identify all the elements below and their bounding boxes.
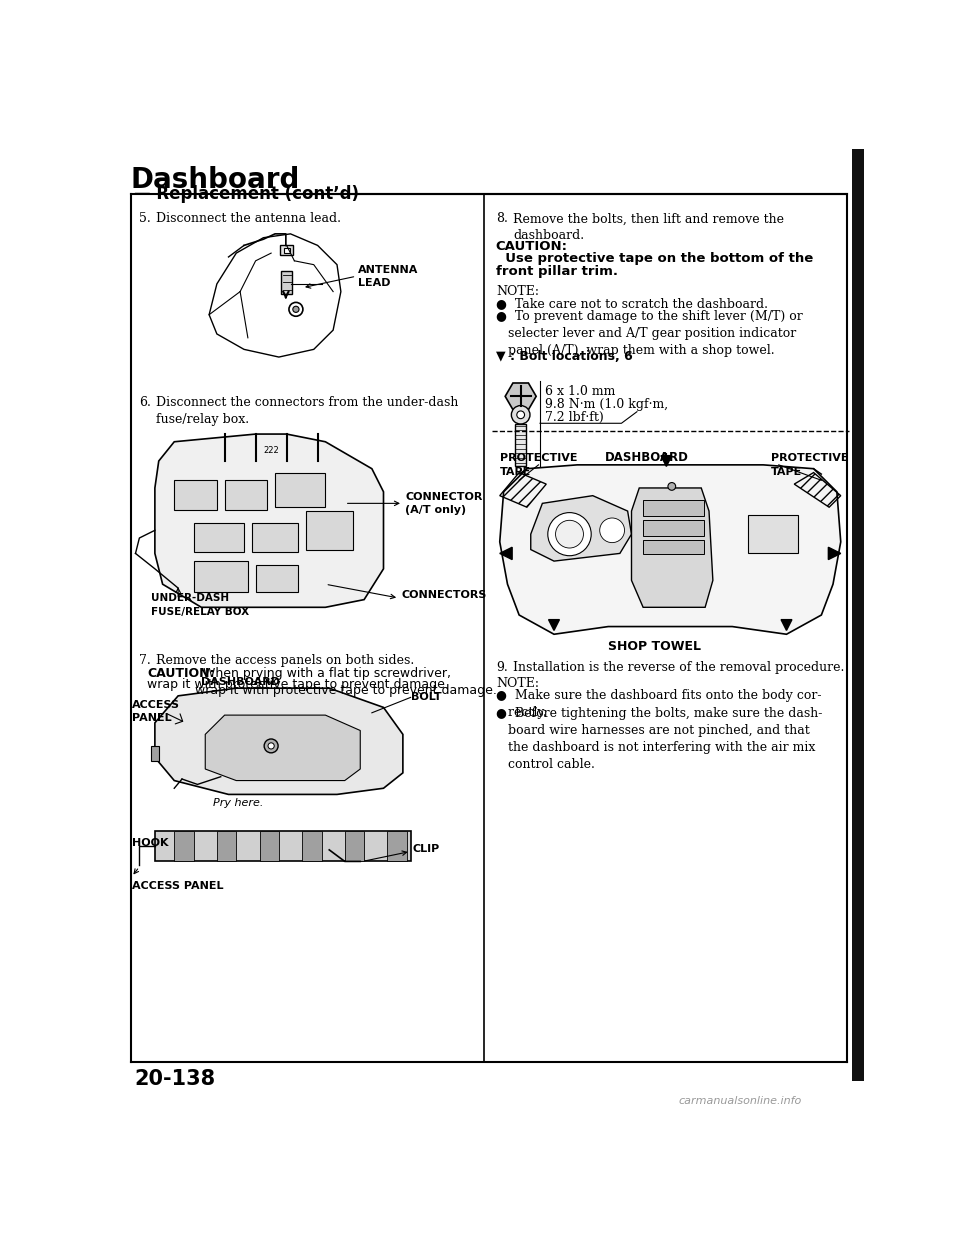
Text: Remove the bolts, then lift and remove the
dashboard.: Remove the bolts, then lift and remove t…: [513, 213, 784, 242]
Text: Pry here.: Pry here.: [213, 798, 263, 808]
Text: 20-138: 20-138: [134, 1069, 215, 1089]
Bar: [852, 149, 864, 1081]
Text: SHOP TOWEL: SHOP TOWEL: [609, 640, 701, 654]
Text: CONNECTORS: CONNECTORS: [401, 590, 487, 600]
Polygon shape: [155, 434, 383, 608]
Circle shape: [268, 743, 275, 750]
Text: — Replacement (cont’d): — Replacement (cont’d): [134, 185, 359, 204]
Text: ACCESS PANEL: ACCESS PANEL: [132, 880, 223, 891]
Text: 222: 222: [263, 445, 279, 455]
Circle shape: [516, 411, 524, 419]
Bar: [194, 522, 244, 552]
Text: Installation is the reverse of the removal procedure.: Installation is the reverse of the remov…: [513, 661, 844, 674]
Text: PROTECTIVE
TAPE: PROTECTIVE TAPE: [771, 454, 849, 476]
Polygon shape: [209, 234, 341, 357]
Bar: [155, 830, 411, 861]
Bar: [275, 472, 325, 507]
Bar: [643, 521, 704, 536]
Circle shape: [600, 518, 625, 543]
Text: 6.: 6.: [139, 395, 152, 409]
Text: front pillar trim.: front pillar trim.: [496, 265, 618, 277]
Text: 7.2 lbf·ft): 7.2 lbf·ft): [545, 411, 604, 424]
Polygon shape: [500, 547, 512, 559]
Text: CAUTION:: CAUTION:: [496, 240, 568, 254]
Text: When prying with a flat tip screwdriver,
wrap it with protective tape to prevent: When prying with a flat tip screwdriver,…: [195, 667, 497, 697]
Text: ●  Make sure the dashboard fits onto the body cor-
   rectly.: ● Make sure the dashboard fits onto the …: [496, 689, 822, 718]
Text: 9.: 9.: [496, 661, 508, 674]
Text: 5.: 5.: [139, 213, 151, 225]
Polygon shape: [500, 465, 841, 634]
Bar: [345, 830, 364, 861]
Bar: [302, 830, 322, 861]
Polygon shape: [548, 619, 560, 630]
Circle shape: [556, 521, 584, 548]
Text: UNDER-DASH
FUSE/RELAY BOX: UNDER-DASH FUSE/RELAY BOX: [151, 593, 250, 617]
Bar: [516, 424, 526, 466]
Text: ●  To prevent damage to the shift lever (M/T) or
   selecter lever and A/T gear : ● To prevent damage to the shift lever (…: [496, 310, 803, 357]
Bar: [225, 480, 267, 510]
Text: wrap it with protective tape to prevent damage.: wrap it with protective tape to prevent …: [147, 679, 449, 691]
Circle shape: [289, 302, 303, 316]
Text: CONNECTOR
(A/T only): CONNECTOR (A/T only): [405, 492, 483, 515]
Text: Disconnect the connectors from the under-dash
fuse/relay box.: Disconnect the connectors from the under…: [156, 395, 459, 425]
Text: 6 x 1.0 mm: 6 x 1.0 mm: [545, 385, 616, 398]
Circle shape: [264, 740, 278, 753]
Circle shape: [548, 512, 591, 556]
Bar: [151, 746, 158, 761]
Text: HOOK: HOOK: [132, 838, 168, 848]
Bar: [643, 500, 704, 516]
Bar: [280, 245, 293, 255]
Polygon shape: [660, 456, 672, 466]
Bar: [748, 515, 798, 553]
Text: CLIP: CLIP: [413, 844, 441, 854]
Text: Dashboard: Dashboard: [131, 167, 300, 194]
Text: DASHBOARD: DASHBOARD: [201, 676, 279, 686]
Text: 9.8 N·m (1.0 kgf·m,: 9.8 N·m (1.0 kgf·m,: [545, 398, 668, 411]
Text: CAUTION:: CAUTION:: [147, 667, 215, 680]
Text: DASHBOARD: DASHBOARD: [605, 451, 689, 464]
Text: Use protective tape on the bottom of the: Use protective tape on the bottom of the: [496, 252, 813, 265]
Polygon shape: [531, 496, 632, 561]
Polygon shape: [155, 689, 403, 794]
Bar: [306, 511, 352, 549]
Polygon shape: [828, 547, 841, 559]
Text: ANTENNA
LEAD: ANTENNA LEAD: [358, 265, 419, 288]
Bar: [643, 541, 704, 554]
Text: 7.: 7.: [139, 654, 151, 666]
Polygon shape: [205, 715, 360, 781]
Text: NOTE:: NOTE:: [496, 285, 539, 297]
Text: carmanualsonline.info: carmanualsonline.info: [678, 1096, 802, 1106]
Polygon shape: [632, 488, 713, 608]
Bar: [388, 830, 407, 861]
Text: 8.: 8.: [496, 213, 508, 225]
Text: Remove the access panels on both sides.: Remove the access panels on both sides.: [156, 654, 415, 666]
Text: ACCESS
PANEL: ACCESS PANEL: [132, 700, 180, 723]
Polygon shape: [781, 619, 792, 630]
Circle shape: [293, 306, 299, 312]
Bar: [281, 271, 292, 293]
Bar: [194, 561, 248, 592]
Text: BOLT: BOLT: [411, 692, 442, 702]
Text: NOTE:: NOTE:: [496, 676, 539, 690]
Text: Disconnect the antenna lead.: Disconnect the antenna lead.: [156, 213, 342, 225]
Circle shape: [512, 405, 530, 424]
Bar: [255, 566, 299, 592]
Bar: [217, 830, 236, 861]
Bar: [259, 830, 278, 861]
Circle shape: [668, 482, 676, 490]
Bar: [283, 247, 290, 254]
Text: ▼ : Bolt locations, 6: ▼ : Bolt locations, 6: [496, 351, 633, 363]
Polygon shape: [505, 383, 537, 410]
Bar: [175, 480, 217, 510]
Text: ●  Take care not to scratch the dashboard.: ● Take care not to scratch the dashboard…: [496, 297, 768, 310]
Bar: [175, 830, 194, 861]
Bar: [252, 522, 299, 552]
Text: ●  Before tightening the bolts, make sure the dash-
   board wire harnesses are : ● Before tightening the bolts, make sure…: [496, 707, 823, 772]
Text: PROTECTIVE
TAPE: PROTECTIVE TAPE: [500, 454, 577, 476]
